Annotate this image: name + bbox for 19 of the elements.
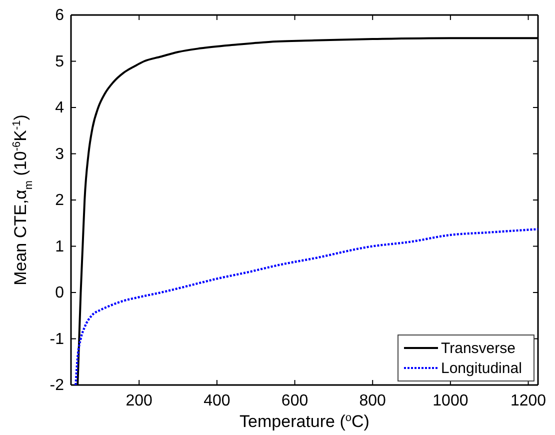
- y-tick-label: -2: [50, 377, 64, 394]
- x-tick-label: 1200: [510, 392, 546, 410]
- x-tick-label: 200: [126, 392, 153, 410]
- legend-label: Longitudinal: [441, 360, 522, 377]
- legend-label: Transverse: [441, 340, 516, 357]
- x-tick-label: 800: [359, 392, 386, 410]
- y-tick-label: 4: [55, 100, 64, 117]
- y-tick-label: 6: [55, 7, 64, 24]
- y-tick-label: -1: [50, 330, 64, 348]
- y-tick-label: 0: [55, 284, 64, 302]
- x-tick-label: 600: [281, 392, 308, 410]
- y-tick-label: 1: [55, 238, 64, 256]
- x-tick-label: 1000: [432, 392, 468, 410]
- x-tick-label: 400: [204, 392, 230, 410]
- line-series: [74, 228, 538, 385]
- x-axis-title: Temperature ($^{o}$C): [240, 412, 370, 431]
- y-tick-label: 3: [55, 146, 64, 163]
- y-tick-label: 5: [55, 53, 64, 70]
- y-tick-label: 2: [55, 192, 64, 210]
